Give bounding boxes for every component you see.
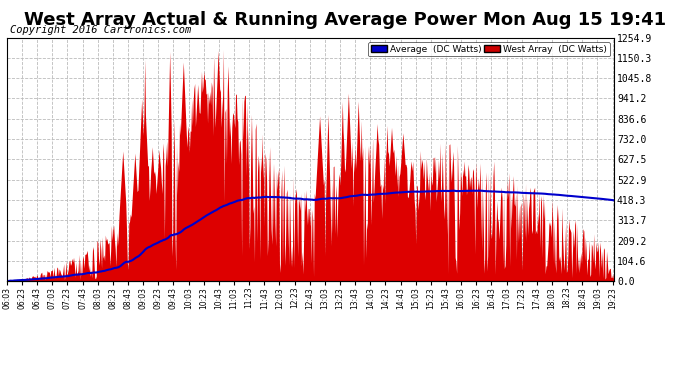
Legend: Average  (DC Watts), West Array  (DC Watts): Average (DC Watts), West Array (DC Watts… — [368, 42, 609, 56]
Text: Copyright 2016 Cartronics.com: Copyright 2016 Cartronics.com — [10, 25, 191, 35]
Text: West Array Actual & Running Average Power Mon Aug 15 19:41: West Array Actual & Running Average Powe… — [24, 11, 666, 29]
